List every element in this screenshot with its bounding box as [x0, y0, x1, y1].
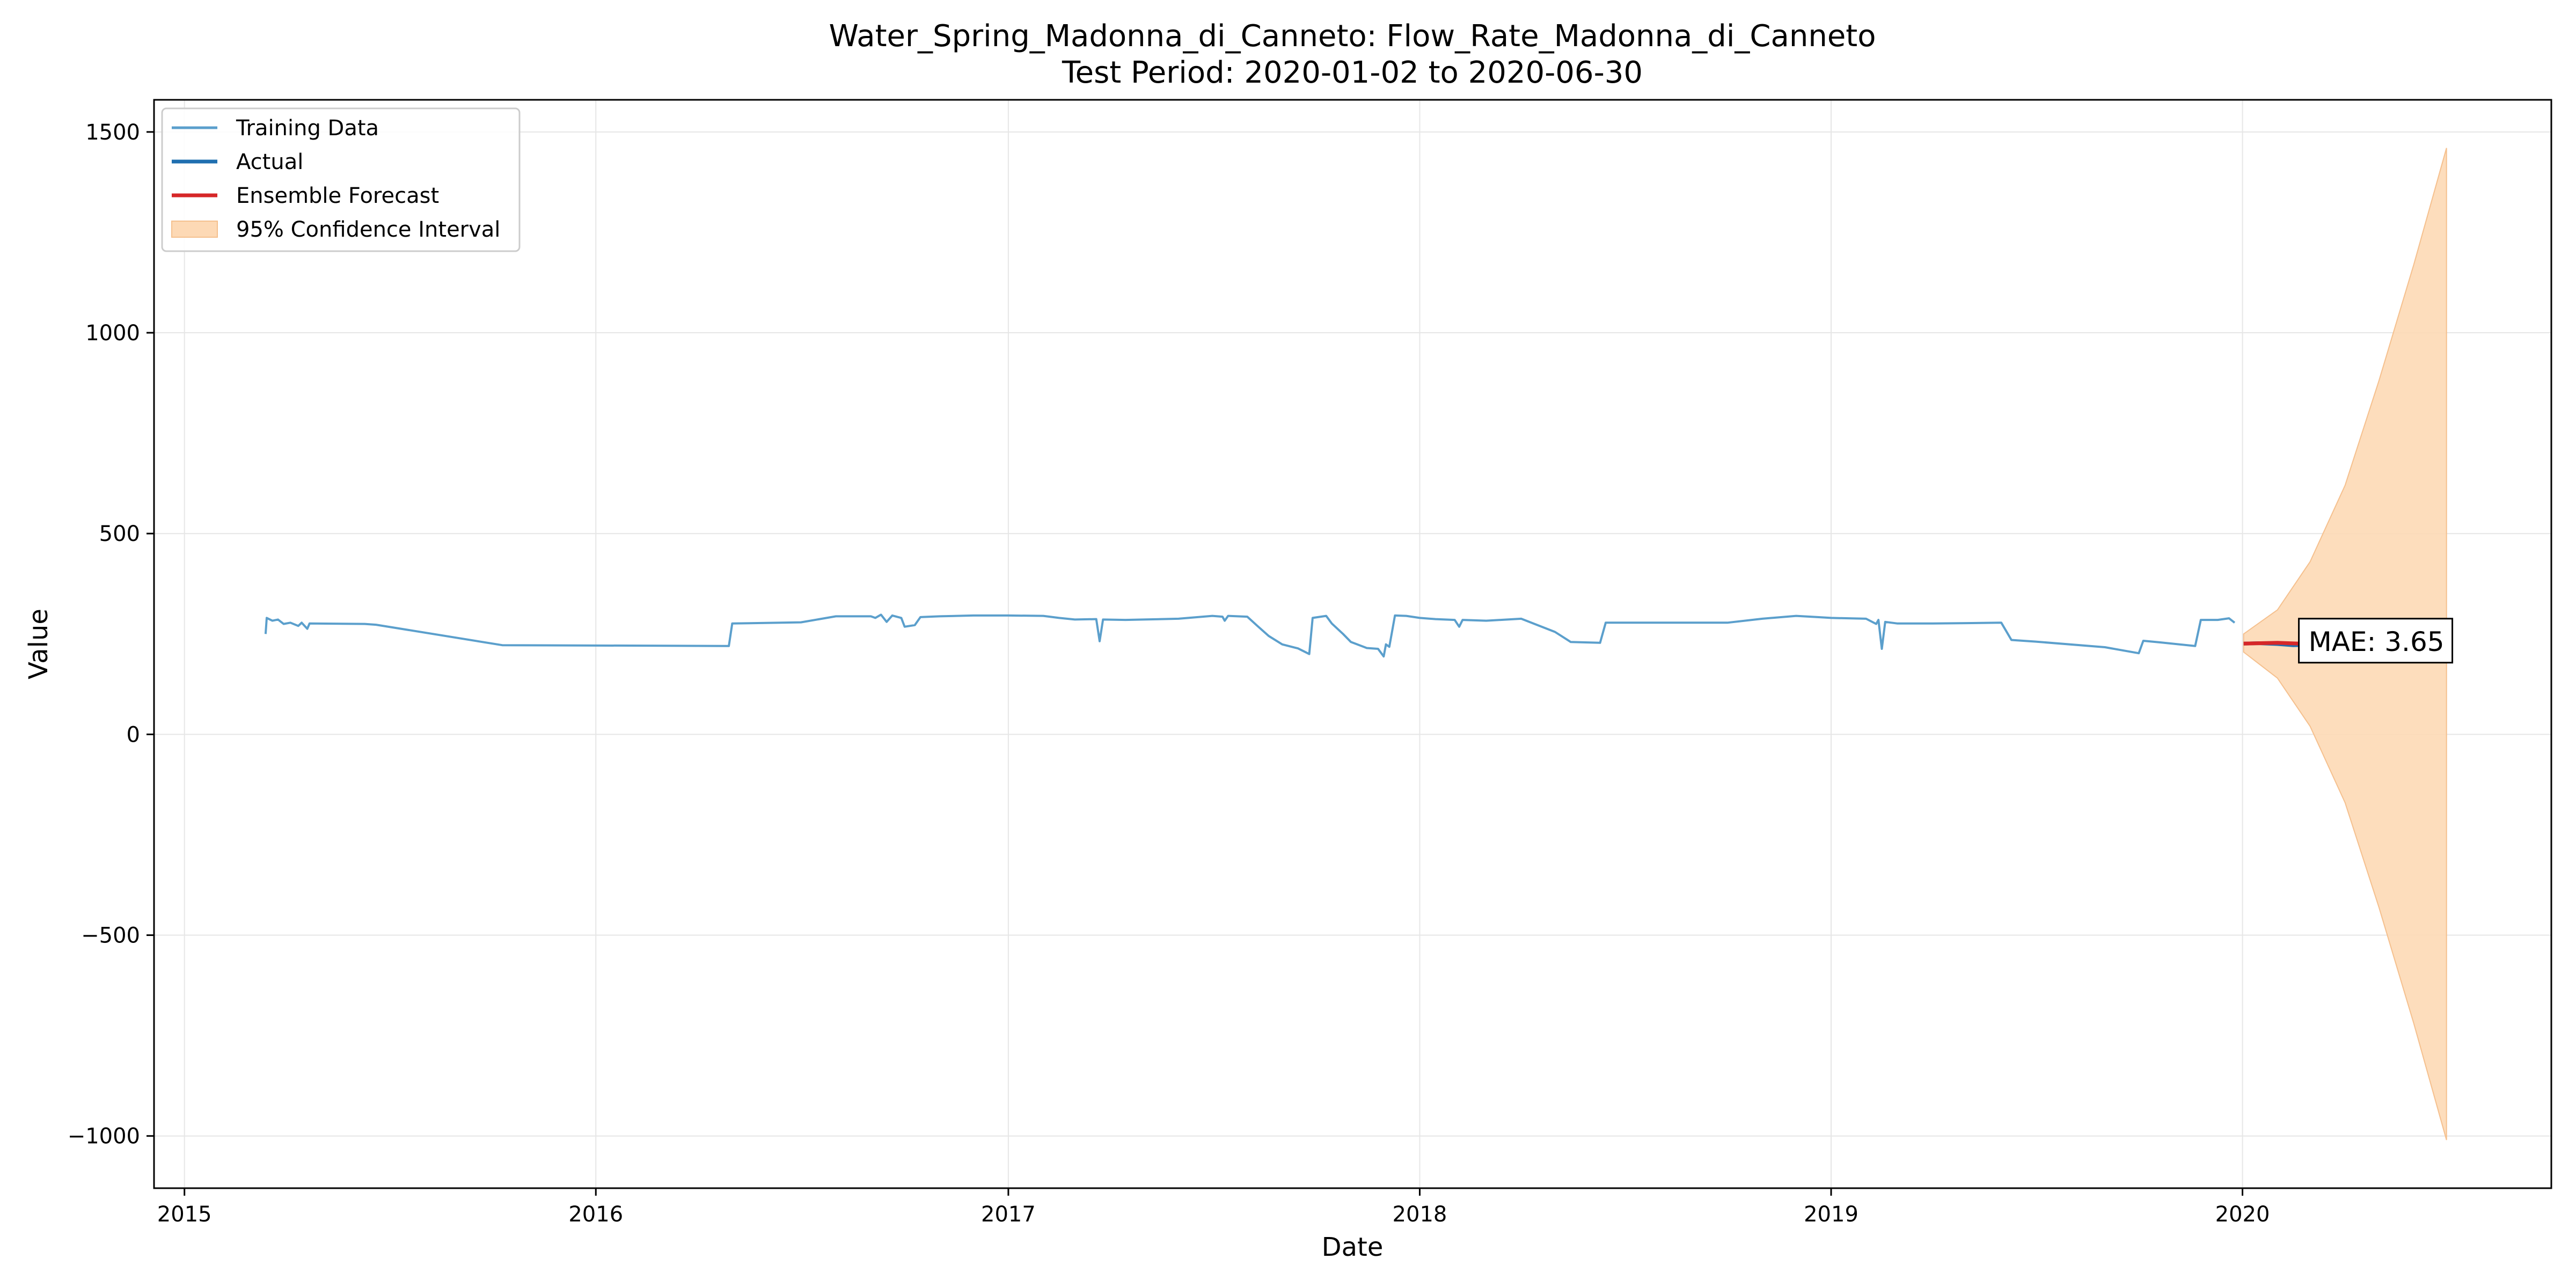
y-tick-label: −1000	[68, 1124, 140, 1149]
y-axis-label: Value	[24, 609, 54, 679]
x-tick-label: 2020	[2215, 1202, 2270, 1227]
legend-label-ensemble-forecast: Ensemble Forecast	[236, 184, 439, 208]
series-line-training-data	[264, 613, 2236, 658]
legend-label-training-data: Training Data	[236, 116, 379, 141]
mae-annotation: MAE: 3.65	[2298, 618, 2454, 664]
x-axis-label: Date	[1322, 1232, 1384, 1262]
mae-annotation-box	[2298, 618, 2454, 664]
x-tick-label: 2016	[568, 1202, 623, 1227]
x-tick-label: 2018	[1393, 1202, 1447, 1227]
y-tick-label: 1500	[85, 120, 140, 145]
legend-swatch-confidence-interval	[171, 221, 218, 238]
y-tick-label: 500	[99, 522, 140, 546]
x-axis-ticks: 2015 2016 2017 2018 2019 2020	[157, 1188, 2270, 1227]
y-tick-label: 1000	[85, 321, 140, 346]
legend-box	[161, 107, 521, 252]
y-tick-label: −500	[81, 924, 140, 948]
y-tick-label: 0	[127, 722, 140, 747]
grid	[154, 100, 2551, 1188]
legend-label-actual: Actual	[236, 150, 303, 174]
x-tick-label: 2019	[1804, 1202, 1858, 1227]
plot-frame	[153, 99, 2552, 1189]
chart-title: Water_Spring_Madonna_di_Canneto: Flow_Ra…	[829, 19, 1876, 54]
legend: Training Data Actual Ensemble Forecast 9…	[161, 107, 521, 252]
legend-label-confidence-interval: 95% Confidence Interval	[236, 217, 500, 242]
x-tick-label: 2017	[981, 1202, 1036, 1227]
mae-annotation-text: MAE: 3.65	[2309, 626, 2445, 657]
x-tick-label: 2015	[157, 1202, 212, 1227]
chart-subtitle: Test Period: 2020-01-02 to 2020-06-30	[1062, 55, 1643, 90]
y-axis-ticks: −1000 −500 0 500 1000 1500	[68, 120, 154, 1149]
